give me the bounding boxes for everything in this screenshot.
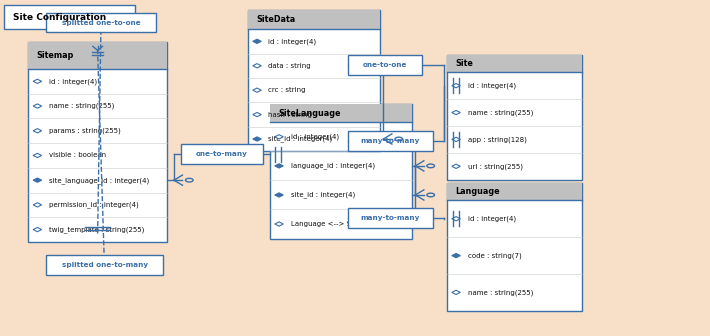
Polygon shape (253, 64, 261, 68)
Polygon shape (452, 164, 460, 168)
Polygon shape (452, 253, 460, 258)
Text: id : integer(4): id : integer(4) (49, 78, 97, 85)
FancyBboxPatch shape (4, 5, 135, 29)
Text: many-to-many: many-to-many (361, 215, 420, 221)
Text: many-to-many: many-to-many (361, 138, 420, 144)
FancyBboxPatch shape (348, 208, 433, 228)
Text: site_language_id : integer(4): site_language_id : integer(4) (49, 177, 149, 183)
Text: Language: Language (455, 187, 500, 196)
Text: SiteData: SiteData (256, 15, 295, 24)
Text: site_id : integer(4): site_id : integer(4) (268, 136, 332, 142)
Text: name : string(255): name : string(255) (467, 109, 533, 116)
Text: language_id : integer(4): language_id : integer(4) (291, 163, 375, 169)
FancyBboxPatch shape (348, 55, 422, 75)
Text: code : string(7): code : string(7) (467, 252, 521, 259)
FancyBboxPatch shape (270, 104, 412, 122)
Text: name : string(255): name : string(255) (49, 103, 114, 109)
FancyBboxPatch shape (447, 55, 582, 180)
Polygon shape (275, 135, 283, 139)
Polygon shape (253, 113, 261, 117)
FancyBboxPatch shape (28, 42, 167, 242)
Polygon shape (33, 129, 42, 133)
FancyBboxPatch shape (46, 13, 156, 32)
Text: url : string(255): url : string(255) (467, 163, 523, 170)
Text: crc : string: crc : string (268, 87, 306, 93)
Text: one-to-one: one-to-one (363, 62, 408, 68)
Text: splitted one-to-many: splitted one-to-many (62, 262, 148, 268)
FancyBboxPatch shape (46, 255, 163, 275)
FancyBboxPatch shape (447, 183, 582, 311)
Polygon shape (452, 137, 460, 141)
Text: SiteLanguage: SiteLanguage (278, 109, 341, 118)
Text: Sitemap: Sitemap (37, 51, 74, 60)
Polygon shape (253, 137, 261, 141)
Text: id : integer(4): id : integer(4) (268, 38, 317, 45)
Polygon shape (452, 217, 460, 221)
Polygon shape (275, 193, 283, 197)
Text: params : string(255): params : string(255) (49, 127, 121, 134)
Polygon shape (33, 79, 42, 83)
Polygon shape (275, 222, 283, 226)
Text: site_id : integer(4): site_id : integer(4) (291, 192, 355, 198)
Polygon shape (253, 39, 261, 43)
Polygon shape (452, 290, 460, 295)
Polygon shape (275, 164, 283, 168)
Text: id : integer(4): id : integer(4) (291, 134, 339, 140)
Polygon shape (253, 88, 261, 92)
Text: splitted one-to-one: splitted one-to-one (62, 19, 141, 26)
Text: data : string: data : string (268, 63, 311, 69)
FancyBboxPatch shape (447, 183, 582, 200)
Polygon shape (33, 227, 42, 232)
FancyBboxPatch shape (447, 55, 582, 72)
Text: Site: Site (455, 59, 474, 68)
FancyBboxPatch shape (248, 10, 380, 29)
Polygon shape (33, 203, 42, 207)
Text: visible : boolean: visible : boolean (49, 153, 106, 159)
Text: twig_template : string(255): twig_template : string(255) (49, 226, 145, 233)
Text: app : string(128): app : string(128) (467, 136, 526, 143)
FancyBboxPatch shape (181, 144, 263, 164)
Text: Language <--> Site: Language <--> Site (291, 221, 360, 227)
Text: one-to-many: one-to-many (196, 151, 248, 157)
Text: id : integer(4): id : integer(4) (467, 82, 515, 89)
Text: Site Configuration: Site Configuration (13, 13, 106, 22)
Polygon shape (452, 84, 460, 88)
Polygon shape (33, 153, 42, 158)
FancyBboxPatch shape (248, 10, 380, 151)
Polygon shape (33, 104, 42, 108)
FancyBboxPatch shape (28, 42, 167, 69)
Text: name : string(255): name : string(255) (467, 289, 533, 296)
Text: permission_id : integer(4): permission_id : integer(4) (49, 202, 139, 208)
FancyBboxPatch shape (348, 131, 433, 151)
Text: hash : string: hash : string (268, 112, 312, 118)
Text: id : integer(4): id : integer(4) (467, 215, 515, 222)
Polygon shape (452, 111, 460, 115)
Polygon shape (33, 178, 42, 182)
FancyBboxPatch shape (270, 104, 412, 239)
